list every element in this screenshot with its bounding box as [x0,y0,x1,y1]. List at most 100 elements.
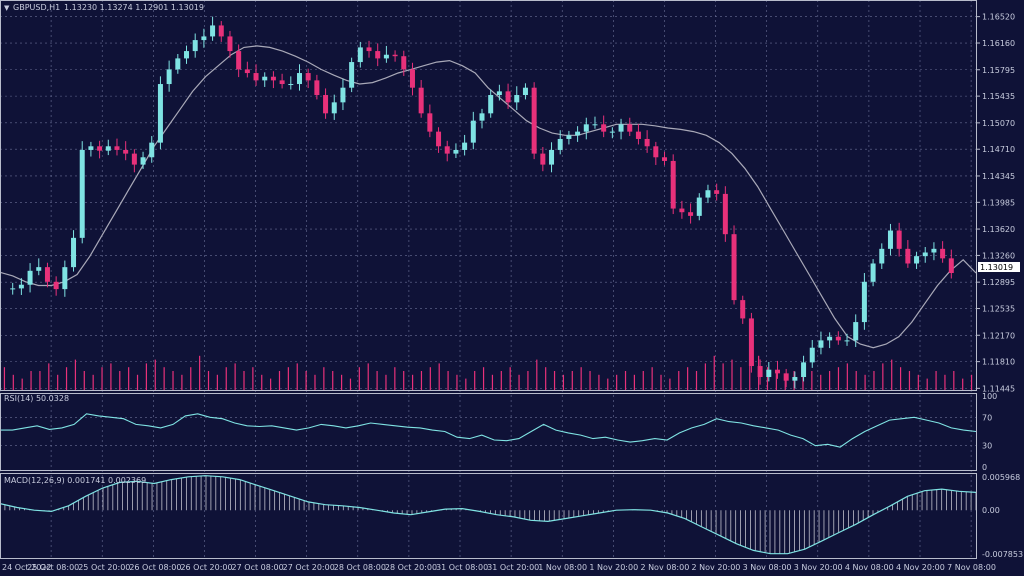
price-tick-label: 1.15070 [982,119,1015,128]
time-tick-label: 1 Nov 20:00 [589,563,638,572]
candle-body [427,113,433,132]
candle-body [62,267,68,290]
candle-body [323,95,329,114]
time-tick-label: 25 Oct 20:00 [78,563,130,572]
candle-body [10,288,16,290]
price-tick-label: 1.13260 [982,251,1015,260]
rsi-line [0,413,977,448]
candle-body [557,138,563,150]
candle-body [722,193,728,235]
time-tick-label: 27 Oct 08:00 [232,563,284,572]
candle-body [905,248,911,264]
candle-body [288,84,294,86]
candle-body [462,142,468,150]
candle-body [270,76,276,81]
candle-body [166,69,172,85]
candle-body [175,58,181,70]
candle-body [688,212,694,216]
price-tick-label: 1.14345 [982,172,1015,181]
candle-body [418,87,424,114]
candle-body [514,95,520,103]
candle-body [592,124,598,126]
candle-body [853,322,859,341]
rsi-tick-label: 70 [982,413,992,422]
macd-signal-line [0,475,977,555]
candle-body [861,281,867,323]
candle-body [114,146,120,150]
time-tick-label: 2 Nov 20:00 [692,563,741,572]
rsi-label: RSI(14) 50.0328 [4,394,69,403]
candle-body [818,340,824,348]
candle-body [88,146,94,150]
candle-body [896,230,902,249]
candle-body [157,84,163,143]
collapse-triangle-icon[interactable]: ▼ [4,4,10,12]
candle-body [227,36,233,52]
macd-tick-label: 0.005968 [982,473,1020,482]
candle-body [757,366,763,378]
candle-body [705,190,711,198]
candle-body [262,76,268,81]
candle-body [540,153,546,165]
time-tick-label: 26 Oct 08:00 [129,563,181,572]
candle-body [844,340,850,342]
candle-body [870,263,876,282]
panel-border [0,0,977,391]
candle-body [453,149,459,154]
candle-body [627,124,633,132]
candle-body [253,73,259,81]
candle-body [201,36,207,41]
candle-body [383,54,389,59]
candle-body [879,248,885,264]
candle-body [27,270,33,285]
price-tick-label: 1.12535 [982,305,1015,314]
candle-body [496,91,502,96]
rsi-tick-label: 30 [982,442,992,451]
rsi-tick-label: 0 [982,463,987,472]
macd-tick-label: -0.007853 [982,550,1023,559]
time-tick-label: 26 Oct 20:00 [180,563,232,572]
time-tick-label: 28 Oct 20:00 [385,563,437,572]
candle-body [644,138,650,147]
candle-body [105,146,111,151]
candle-body [549,149,555,165]
candle-body [184,51,190,59]
price-tick-label: 1.11445 [982,384,1015,393]
price-tick-label: 1.12170 [982,331,1015,340]
candle-body [366,47,372,52]
price-tick-label: 1.15795 [982,66,1015,75]
candle-body [940,248,946,259]
time-tick-label: 4 Nov 20:00 [896,563,945,572]
candle-body [349,62,355,88]
panel-border [0,473,977,559]
candle-body [931,248,937,253]
candle-body [479,113,485,121]
candle-body [44,267,50,282]
candle-body [340,87,346,103]
candle-body [218,25,224,37]
candle-body [670,160,676,209]
candle-body [236,51,242,70]
candle-body [766,369,772,378]
time-tick-label: 28 Oct 08:00 [334,563,386,572]
time-tick-label: 31 Oct 08:00 [436,563,488,572]
candle-body [696,197,702,216]
symbol-label: GBPUSD,H1 [13,3,60,12]
candle-body [375,51,381,59]
candle-body [783,373,789,381]
candle-body [922,252,928,257]
candle-body [409,69,415,88]
current-price-value: 1.13019 [980,263,1013,272]
candle-body [583,124,589,132]
candle-body [401,56,407,70]
price-tick-label: 1.14710 [982,145,1015,154]
price-tick-label: 1.15435 [982,92,1015,101]
candle-body [71,237,77,268]
candle-body [18,284,24,289]
candle-body [470,120,476,143]
candle-body [714,190,720,194]
candle-body [662,157,668,161]
candle-body [36,267,42,271]
